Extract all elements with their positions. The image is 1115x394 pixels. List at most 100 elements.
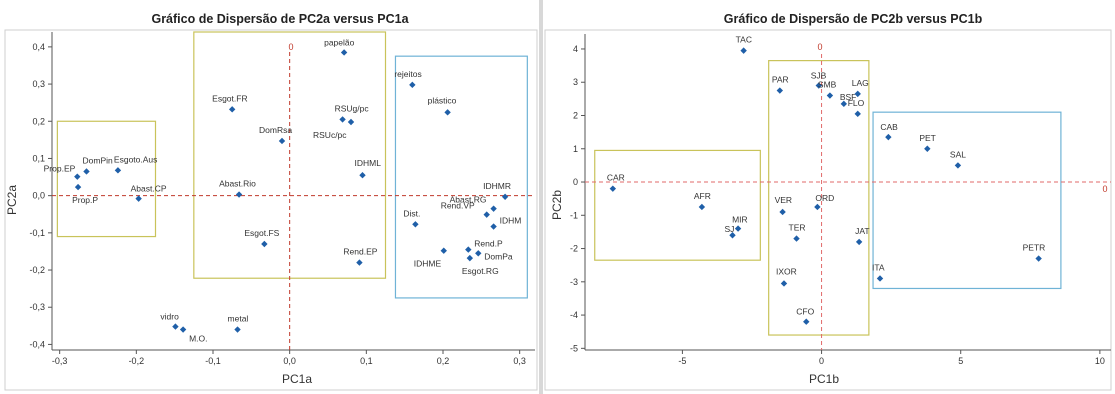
point-ord [814, 203, 821, 211]
point-label-par: PAR [772, 75, 789, 85]
point-label-bsf: BSF [840, 92, 857, 102]
point-label-idhml: IDHML [355, 158, 382, 168]
point-domrsa [278, 137, 286, 145]
y-tick-label: -4 [570, 310, 578, 320]
point-label-prop-ep: Prop.EP [44, 164, 76, 174]
point-car [609, 185, 617, 192]
point-label-cfo: CFO [796, 307, 814, 317]
point-label-esgot-rg: Esgot.RG [462, 266, 499, 276]
point-label-domrsa: DomRsa [259, 125, 292, 135]
zero-reference-label-x: 0 [817, 42, 822, 52]
point-label-abast-rio: Abast.Rio [219, 179, 256, 189]
point-label-ter: TER [789, 223, 806, 233]
y-axis-label: PC2a [5, 185, 19, 215]
zero-reference-label-y: 0 [1102, 184, 1107, 194]
point-esgot-fr [228, 106, 236, 113]
point-label-metal: metal [228, 314, 249, 324]
point-abast-cp [135, 195, 142, 202]
point-label-idhme: IDHME [414, 259, 442, 269]
point-label-esgot-fr: Esgot.FR [212, 93, 247, 103]
y-tick-label: -0,3 [29, 302, 45, 312]
point-rend-vp [483, 211, 490, 218]
chart-frame [544, 29, 1112, 391]
point-rsug-pc [339, 116, 346, 123]
x-tick-label: 10 [1095, 356, 1105, 366]
point-label-rsuc-pc: RSUc/pc [313, 130, 347, 140]
point-label-rend-vp: Rend.VP [441, 201, 475, 211]
point-label-plastico: plástico [428, 95, 457, 105]
point-plastico [444, 109, 451, 116]
point-label-dompa: DomPa [484, 251, 513, 261]
point-esgoto-aus [114, 167, 122, 174]
point-metal [234, 326, 241, 333]
point-label-tac: TAC [736, 35, 752, 45]
point-esgot-rg [466, 254, 474, 262]
point-label-car: CAR [607, 173, 625, 183]
point-label-abast-rg: Abast.RG [450, 195, 487, 205]
point-idhml [359, 171, 366, 179]
x-tick-label: 0 [819, 356, 824, 366]
point-label-ord: ORD [815, 193, 834, 203]
point-rsuc-pc [347, 118, 355, 126]
point-label-rend-ep: Rend.EP [343, 247, 377, 257]
point-label-afr: AFR [694, 191, 711, 201]
point-prop-p [74, 183, 82, 191]
chart-frame [4, 29, 538, 391]
point-abast-rg [490, 205, 497, 212]
point-label-jat: JAT [855, 226, 869, 236]
y-tick-label: 0,1 [32, 153, 45, 163]
x-tick-label: 5 [958, 356, 963, 366]
y-tick-label: 4 [573, 44, 578, 54]
y-tick-label: -0,1 [29, 228, 45, 238]
point-label-sal: SAL [950, 149, 966, 159]
point-label-m-o: M.O. [189, 334, 207, 344]
point-label-vidro: vidro [160, 312, 179, 322]
y-tick-label: 0,0 [32, 191, 45, 201]
cluster-box-1 [56, 120, 157, 238]
point-vidro [172, 323, 179, 330]
point-label-ver: VER [775, 195, 792, 205]
point-idhmr [501, 193, 509, 200]
point-label-cab: CAB [880, 122, 898, 132]
point-label-flo: FLO [848, 98, 865, 108]
point-m-o [179, 326, 187, 333]
point-label-pet: PET [919, 133, 936, 143]
point-label-smb: SMB [818, 80, 837, 90]
point-mir [734, 225, 742, 232]
y-tick-label: -3 [570, 277, 578, 287]
point-cab [885, 133, 892, 141]
y-tick-label: -0,4 [29, 339, 45, 349]
y-tick-label: 2 [573, 110, 578, 120]
y-tick-label: -1 [570, 210, 578, 220]
x-tick-label: -5 [678, 356, 686, 366]
point-label-dompin: DomPin [83, 155, 114, 165]
point-label-prop-p: Prop.P [72, 195, 98, 205]
panel-divider [539, 0, 543, 394]
point-label-ixor: IXOR [776, 266, 797, 276]
point-label-papelao: papelão [324, 37, 355, 47]
y-tick-label: 0,2 [32, 116, 45, 126]
point-label-esgot-fs: Esgot.FS [244, 228, 279, 238]
point-label-mir: MIR [732, 215, 748, 225]
y-tick-label: 1 [573, 144, 578, 154]
point-dompa [475, 250, 482, 257]
y-tick-label: 3 [573, 77, 578, 87]
point-dist [412, 221, 419, 228]
point-label-dist: Dist. [403, 208, 420, 218]
y-axis-label: PC2b [550, 190, 564, 220]
point-label-rsug-pc: RSUg/pc [335, 103, 370, 113]
y-tick-label: -0,2 [29, 265, 45, 275]
point-flo [854, 110, 861, 118]
chart-title: Gráfico de Dispersão de PC2b versus PC1b [724, 12, 983, 26]
cluster-box-3 [394, 55, 528, 299]
point-rejeitos [409, 81, 416, 89]
point-lag [854, 90, 861, 98]
cluster-box-3 [872, 111, 1062, 290]
x-tick-label: 0,3 [513, 356, 526, 366]
point-prop-ep [74, 173, 81, 180]
point-dompin [83, 168, 90, 175]
scatter-chart-a: Gráfico de Dispersão de PC2a versus PC1a… [0, 0, 540, 394]
cluster-box-2 [768, 60, 870, 336]
x-tick-label: 0,2 [437, 356, 450, 366]
x-tick-label: 0,0 [283, 356, 296, 366]
